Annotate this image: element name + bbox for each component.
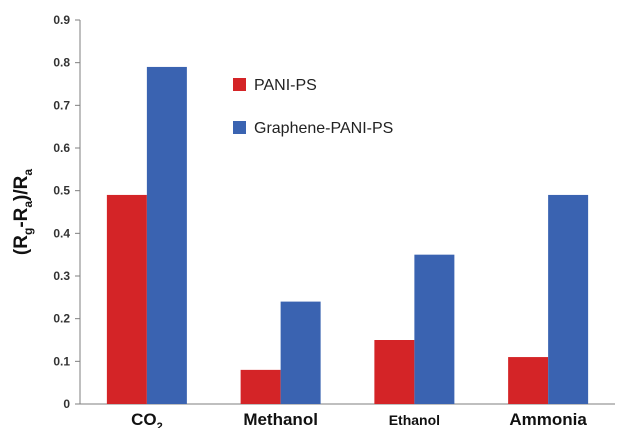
y-label-sub-a: a	[21, 201, 35, 208]
bar-graphene-pani-ps-methanol	[280, 301, 321, 404]
y-axis-label: (Rg-Ra)/Ra	[11, 169, 35, 255]
category-label-ammonia: Ammonia	[509, 410, 587, 428]
y-tick-label: 0	[63, 397, 70, 411]
category-label-ethanol: Ethanol	[389, 412, 440, 428]
y-tick-label: 0.3	[53, 269, 70, 283]
category-label-main: CO	[131, 410, 157, 428]
bar-graphene-pani-ps-co2	[146, 66, 187, 404]
bar-pani-ps-ammonia	[508, 357, 549, 404]
category-label-main: Ammonia	[509, 410, 587, 428]
bar-graphene-pani-ps-ammonia	[548, 194, 589, 404]
y-tick-label: 0.8	[53, 56, 70, 70]
y-label-sub-g: g	[21, 228, 35, 235]
category-label-co2: CO2	[131, 410, 163, 428]
y-axis-ticks: 0 0.1 0.2 0.3 0.4 0.5 0.6 0.7 0.8 0.9	[53, 13, 80, 411]
plot-area: 0 0.1 0.2 0.3 0.4 0.5 0.6 0.7 0.8 0.9 CO2 Methanol…	[53, 13, 615, 428]
legend-swatch-pani-ps	[233, 78, 246, 91]
y-tick-label: 0.5	[53, 184, 70, 198]
category-labels: CO2 Methanol Ethanol Ammonia	[131, 410, 587, 428]
legend-swatch-graphene-pani-ps	[233, 121, 246, 134]
y-tick-label: 0.2	[53, 312, 70, 326]
category-label-methanol: Methanol	[243, 410, 318, 428]
y-label-open: (R	[11, 235, 32, 255]
legend-label-graphene-pani-ps: Graphene-PANI-PS	[254, 120, 393, 137]
bar-pani-ps-co2	[106, 194, 147, 404]
category-label-main: Methanol	[243, 410, 318, 428]
legend: PANI-PS Graphene-PANI-PS	[233, 77, 393, 137]
y-tick-label: 0.7	[53, 98, 70, 112]
y-label-sub-a2: a	[21, 169, 35, 176]
legend-label-pani-ps: PANI-PS	[254, 77, 317, 94]
y-label-mid: -R	[11, 207, 32, 227]
bar-pani-ps-ethanol	[374, 340, 415, 404]
y-tick-label: 0.6	[53, 141, 70, 155]
category-label-subscript: 2	[157, 421, 163, 428]
bar-graphene-pani-ps-ethanol	[414, 254, 455, 404]
y-label-close: )/R	[11, 175, 32, 201]
category-label-main: Ethanol	[389, 412, 440, 428]
y-tick-label: 0.4	[53, 226, 70, 240]
y-tick-label: 0.9	[53, 13, 70, 27]
bar-pani-ps-methanol	[240, 369, 281, 404]
y-tick-label: 0.1	[53, 354, 70, 368]
bars	[106, 66, 589, 404]
